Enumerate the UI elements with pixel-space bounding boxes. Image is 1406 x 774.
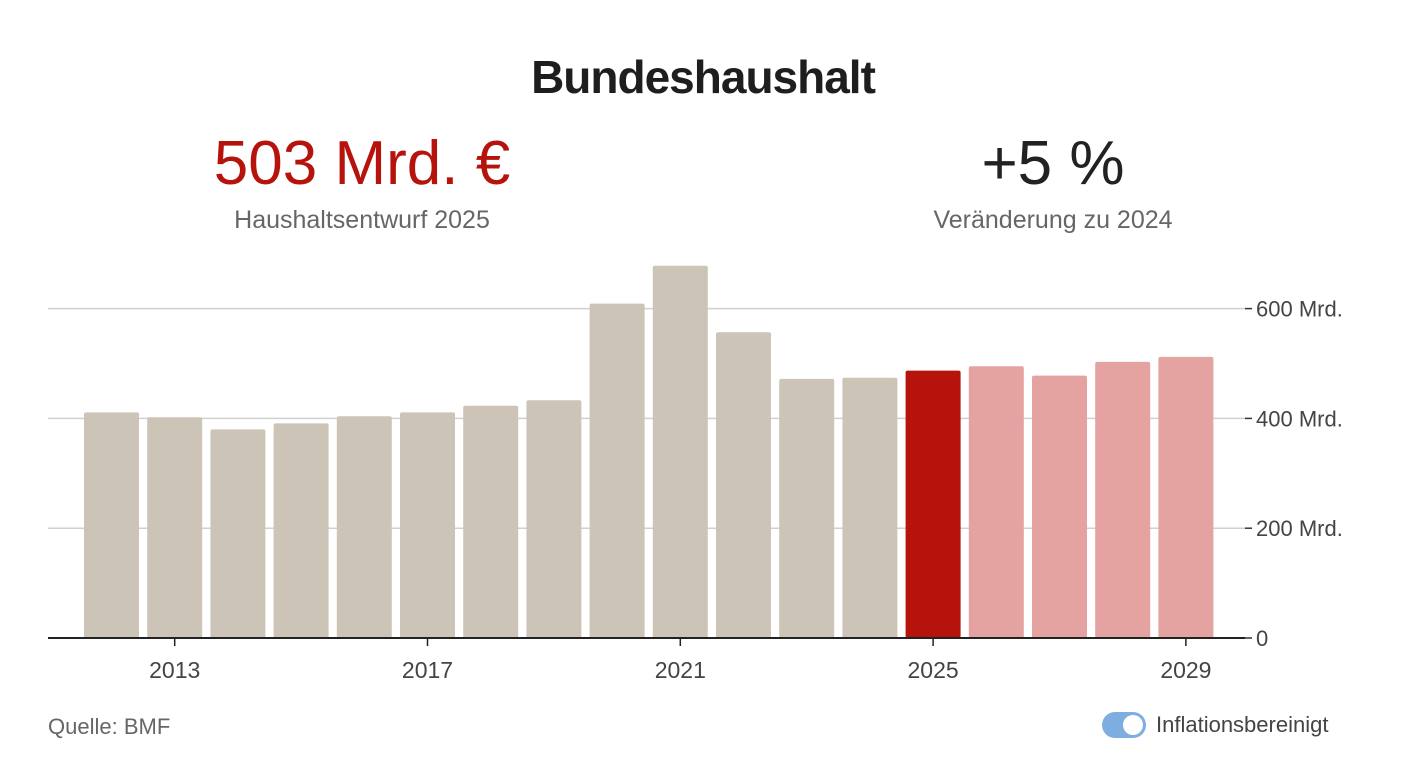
inflation-toggle-label: Inflationsbereinigt [1156,712,1329,737]
bar-2021 [652,265,708,638]
bar-2012 [84,412,139,638]
inflation-toggle-control[interactable]: Inflationsbereinigt [1102,712,1328,738]
bar-2026 [968,366,1024,638]
y-tick-label: 400 Mrd. [1256,406,1343,431]
toggle-knob [1123,715,1143,735]
axes: 0 200 Mrd. 400 Mrd. 600 Mrd. 2013 2017 2021 202… [48,297,1343,683]
bar-2017 [400,412,455,638]
budget-total-value: 503 Mrd. € [213,129,511,198]
bar-2020 [589,303,645,638]
bar-2015 [273,423,329,638]
bar-2019 [526,400,582,638]
bar-2022 [716,332,771,638]
inflation-toggle-switch[interactable] [1102,712,1146,738]
bar-2024 [842,377,898,638]
bar-2027 [1032,375,1087,638]
bar-2023 [779,378,835,638]
chart-title: Bundeshaushalt [531,51,876,103]
y-tick-label: 600 Mrd. [1256,297,1343,322]
x-tick-label: 2017 [402,657,453,683]
bar-2025 [905,370,961,638]
x-tick-label: 2021 [655,657,706,683]
x-tick-label: 2013 [149,657,200,683]
change-percent-value: +5 % [981,129,1125,198]
y-tick-label: 0 [1256,626,1268,651]
x-tick-label: 2029 [1160,657,1211,683]
budget-bar-chart: 0 200 Mrd. 400 Mrd. 600 Mrd. 2013 2017 2021 202… [48,265,1343,683]
bar-2028 [1095,361,1151,638]
bar-2016 [336,416,392,638]
bar-2018 [463,405,519,638]
bars [84,265,1214,638]
bar-2013 [147,417,203,638]
bar-2014 [210,429,266,638]
x-tick-label: 2025 [908,657,959,683]
change-percent-label: Veränderung zu 2024 [933,206,1173,234]
y-tick-label: 200 Mrd. [1256,516,1343,541]
source-note: Quelle: BMF [48,714,171,739]
budget-total-label: Haushaltsentwurf 2025 [234,206,490,234]
bar-2029 [1158,356,1214,638]
